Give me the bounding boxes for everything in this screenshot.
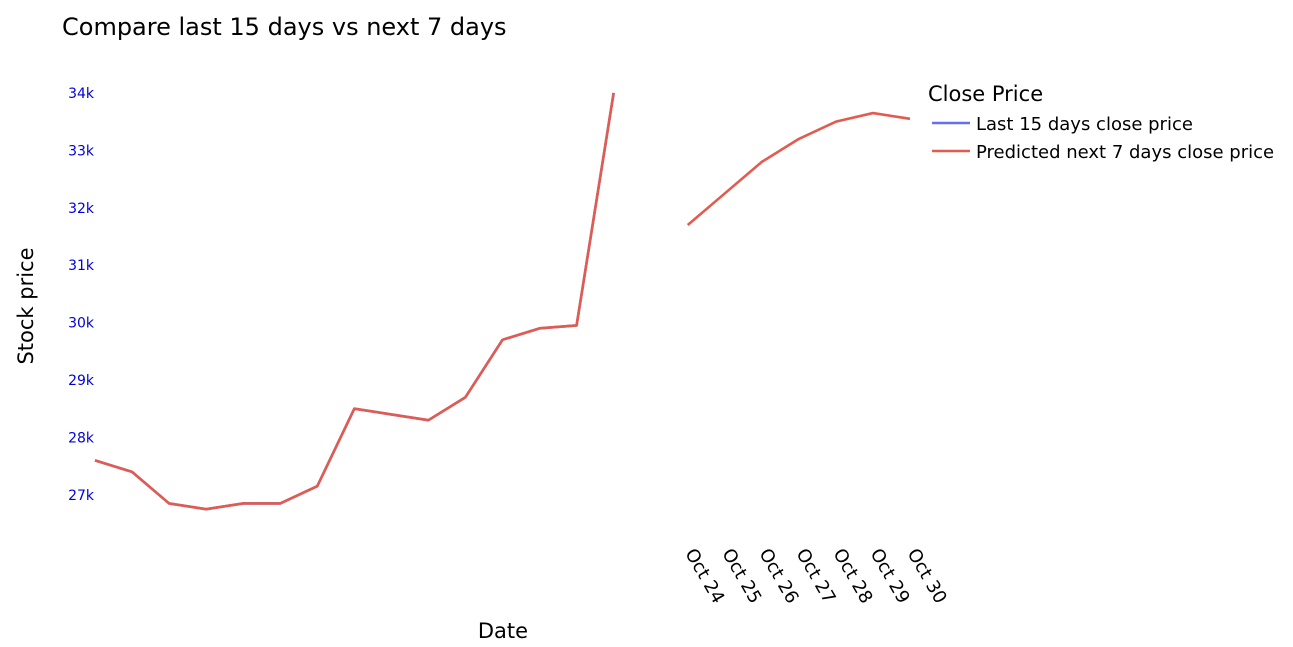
y-tick-label: 32k [68,201,95,217]
chart-title: Compare last 15 days vs next 7 days [62,13,507,41]
legend-title: Close Price [928,82,1043,106]
y-tick-label: 31k [68,258,95,274]
series-line[interactable] [94,92,615,511]
series-line[interactable] [94,92,911,511]
y-axis: 27k 28k 29k 30k 31k 32k 33k 34k [68,86,95,504]
y-axis-title: Stock price [14,247,38,364]
y-tick-label: 28k [68,430,95,446]
y-tick-label: 34k [68,86,95,102]
legend-label-predicted-7-days[interactable]: Predicted next 7 days close price [976,142,1274,163]
y-tick-label: 29k [68,373,95,389]
x-axis-title: Date [478,619,528,643]
plot-area [94,92,911,511]
series-predicted-7-days [94,92,911,511]
series-last-15-days [94,92,615,511]
legend-label-last-15-days[interactable]: Last 15 days close price [976,114,1193,135]
y-tick-label: 33k [68,143,95,159]
y-tick-label: 27k [68,488,95,504]
y-tick-label: 30k [68,316,95,332]
legend: Close Price Last 15 days close price Pre… [928,82,1274,163]
